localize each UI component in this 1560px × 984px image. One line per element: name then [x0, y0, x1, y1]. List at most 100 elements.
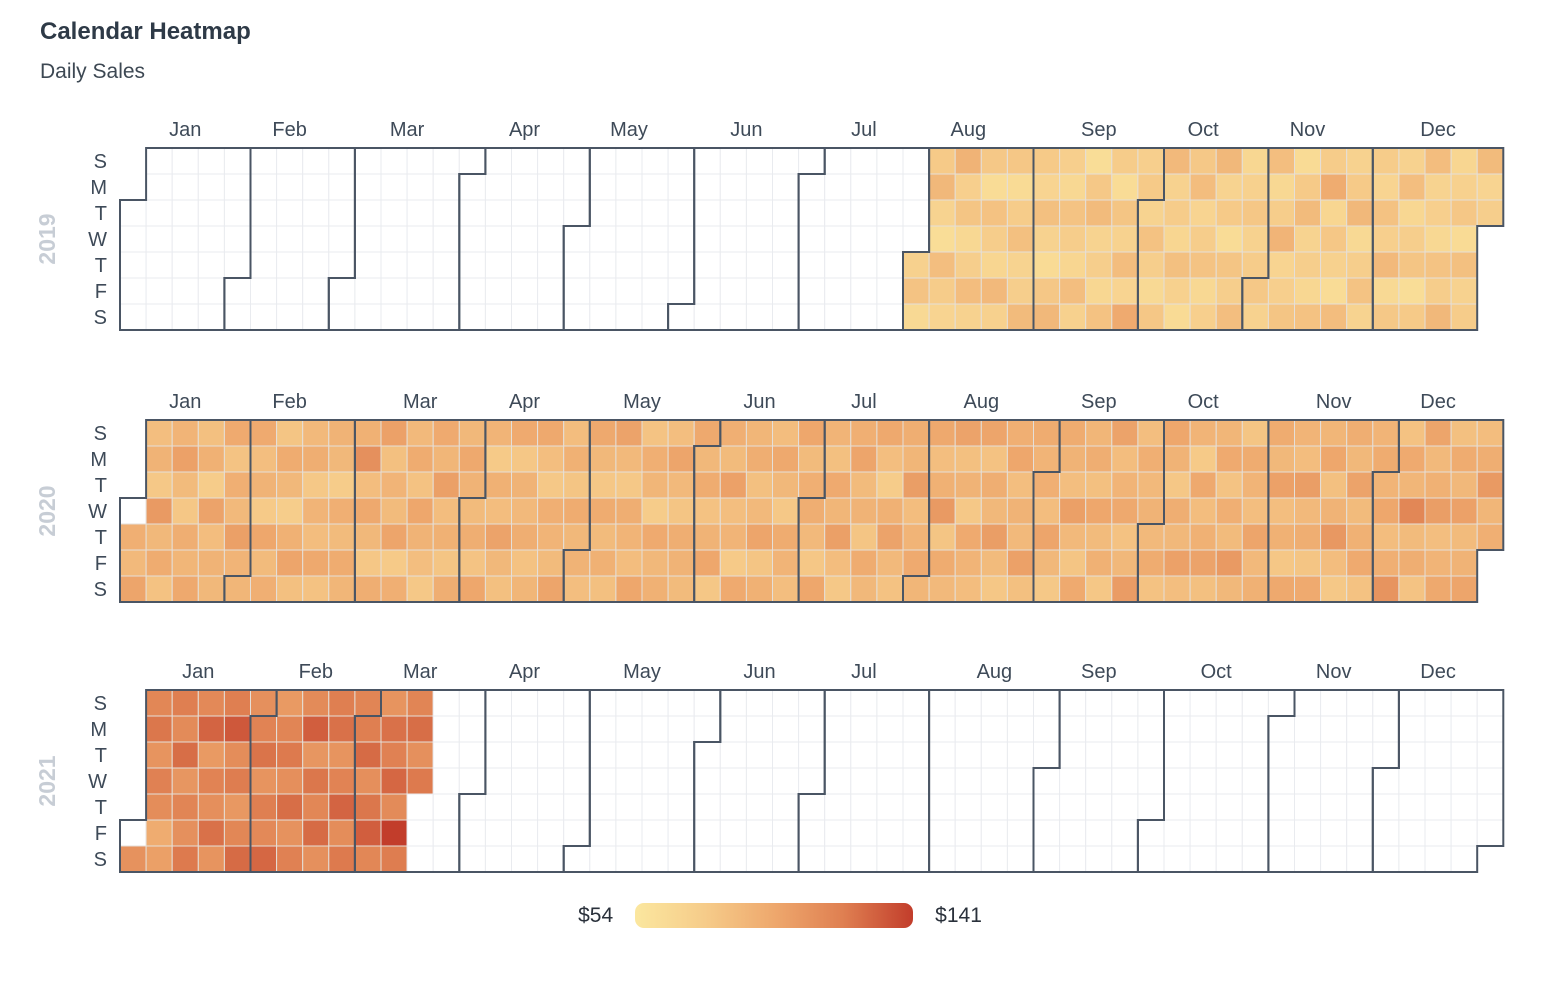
day-cell [615, 793, 643, 821]
day-cell [667, 793, 695, 821]
day-cell [719, 303, 747, 331]
day-cell [641, 819, 669, 847]
day-cell [928, 497, 956, 525]
day-cell [197, 845, 225, 873]
day-cell [1085, 767, 1113, 795]
day-cell [197, 767, 225, 795]
day-cell [1006, 715, 1035, 743]
day-cell [902, 147, 930, 175]
day-cell [1033, 689, 1061, 717]
day-cell [1450, 689, 1478, 717]
day-cell [693, 225, 721, 253]
day-cell [745, 715, 774, 743]
day-cell [850, 549, 878, 577]
day-cell [1033, 549, 1061, 577]
day-cell [928, 173, 956, 201]
day-cell [223, 819, 251, 847]
day-cell [223, 445, 251, 473]
day-cell [511, 497, 539, 525]
day-cell [902, 845, 930, 873]
month-label: Jul [851, 661, 877, 683]
day-cell [1294, 767, 1322, 795]
day-cell [250, 497, 278, 525]
day-cell [1450, 819, 1478, 847]
day-cell [563, 303, 591, 331]
day-cell [563, 845, 591, 873]
day-cell [1320, 419, 1348, 447]
day-cell [876, 277, 904, 305]
month-label: Oct [1188, 391, 1220, 413]
day-cell [1398, 497, 1426, 525]
day-cell [1215, 445, 1243, 473]
day-cell [850, 575, 878, 603]
day-cell [1320, 741, 1348, 769]
day-cell [1450, 147, 1478, 175]
day-cell [197, 303, 225, 331]
day-cell [1294, 741, 1322, 769]
day-cell [250, 819, 278, 847]
day-cell [824, 549, 852, 577]
day-cell [954, 225, 982, 253]
day-cell [171, 793, 199, 821]
day-cell [980, 819, 1008, 847]
day-cell [589, 845, 617, 873]
day-cell [145, 741, 173, 769]
day-cell [484, 741, 512, 769]
day-cell [406, 549, 434, 577]
day-cell [276, 819, 304, 847]
day-label: M [90, 719, 107, 741]
day-cell [145, 445, 173, 473]
day-cell [171, 277, 199, 305]
month-label: Jun [743, 391, 775, 413]
day-cell [954, 147, 982, 175]
day-cell [484, 225, 512, 253]
day-cell [1294, 845, 1322, 873]
day-cell [719, 819, 747, 847]
day-cell [1294, 523, 1322, 551]
day-cell [928, 277, 956, 305]
day-cell [537, 419, 565, 447]
day-cell [1267, 471, 1296, 499]
day-cell [876, 199, 904, 227]
day-cell [1241, 471, 1269, 499]
day-cell [1398, 419, 1426, 447]
day-cell [1189, 715, 1217, 743]
day-cell [1294, 819, 1322, 847]
day-cell [223, 225, 251, 253]
day-cell [850, 741, 878, 769]
day-cell [1059, 199, 1087, 227]
day-cell [1215, 471, 1243, 499]
day-cell [772, 445, 800, 473]
day-cell [223, 767, 251, 795]
day-cell [1346, 445, 1374, 473]
day-cell [1320, 819, 1348, 847]
day-label: S [94, 579, 107, 601]
day-cell [171, 147, 199, 175]
month-label: Aug [951, 119, 987, 141]
day-cell [302, 715, 330, 743]
day-cell [1111, 793, 1139, 821]
day-cell [693, 715, 721, 743]
day-cell [1372, 523, 1400, 551]
day-cell [1346, 689, 1374, 717]
day-cell [354, 575, 382, 603]
day-cell [719, 741, 747, 769]
day-cell [641, 767, 669, 795]
month-label: Apr [509, 391, 540, 413]
day-cell [250, 715, 278, 743]
day-cell [1398, 845, 1426, 873]
day-cell [484, 689, 512, 717]
day-cell [1320, 173, 1348, 201]
day-cell [980, 523, 1008, 551]
month-label: Jan [182, 661, 214, 683]
day-cell [589, 793, 617, 821]
day-cell [250, 303, 278, 331]
day-label: S [94, 849, 107, 871]
month-outline [1371, 419, 1505, 603]
day-cell [171, 251, 199, 279]
day-cell [1137, 793, 1165, 821]
day-cell [1163, 173, 1191, 201]
day-cell [1137, 225, 1165, 253]
day-cell [1215, 689, 1243, 717]
day-cell [1476, 767, 1504, 795]
